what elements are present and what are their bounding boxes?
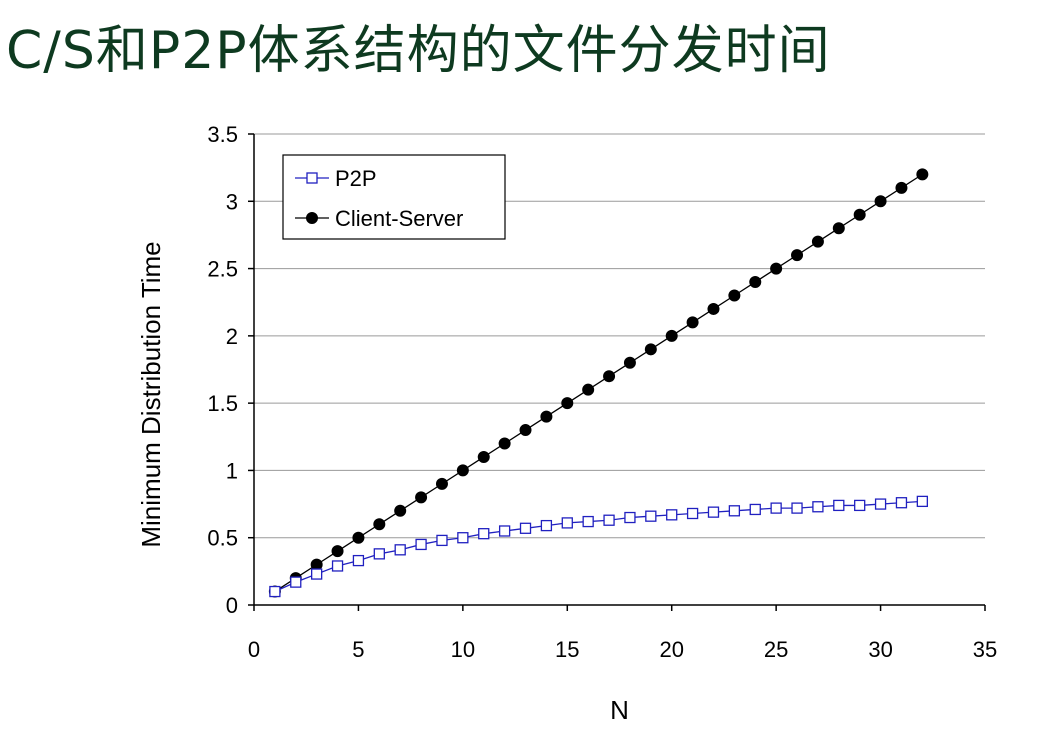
y-tick-label: 3.5 (207, 122, 238, 147)
data-point (812, 501, 824, 513)
data-point (770, 262, 783, 275)
data-point (561, 397, 574, 410)
data-point (833, 499, 845, 512)
data-point (561, 517, 573, 529)
data-point (498, 525, 511, 537)
x-tick-label: 25 (764, 637, 788, 662)
legend-label: P2P (335, 166, 377, 191)
data-point (478, 528, 490, 540)
data-point (686, 316, 699, 329)
x-tick-label: 35 (973, 637, 997, 662)
data-point (394, 504, 407, 517)
data-point (457, 532, 469, 544)
data-point (665, 329, 678, 342)
data-point (415, 538, 427, 551)
data-point (519, 424, 532, 437)
data-point (394, 544, 406, 556)
data-point (435, 477, 448, 490)
data-point (644, 343, 657, 356)
data-point (791, 249, 804, 262)
legend-label: Client-Server (335, 206, 463, 231)
data-point (603, 370, 616, 383)
x-tick-label: 15 (555, 637, 579, 662)
data-point (895, 181, 908, 194)
data-point (623, 356, 636, 369)
data-point (582, 383, 595, 396)
data-point (686, 507, 699, 520)
data-point (306, 172, 318, 184)
y-tick-label: 1 (226, 458, 238, 483)
data-point (791, 502, 803, 514)
x-tick-label: 5 (352, 637, 364, 662)
data-point (373, 518, 386, 531)
data-point (456, 464, 469, 477)
data-point (582, 515, 594, 528)
data-point (290, 576, 302, 588)
data-point (352, 531, 365, 544)
data-point (603, 514, 615, 526)
data-point (854, 499, 866, 512)
data-point (373, 548, 385, 560)
series-client-server (268, 168, 929, 598)
legend-box (282, 154, 506, 240)
data-point (540, 519, 553, 532)
x-tick-label: 0 (248, 637, 260, 662)
data-point (436, 534, 448, 547)
data-point (749, 503, 761, 516)
y-tick-label: 0.5 (207, 526, 238, 551)
y-tick-label: 2.5 (207, 257, 238, 282)
data-point (728, 289, 741, 302)
x-tick-label: 10 (451, 637, 475, 662)
data-point (874, 195, 887, 208)
data-point (477, 450, 490, 463)
series-p2p (269, 495, 928, 598)
x-tick-label: 30 (868, 637, 892, 662)
data-point (498, 437, 511, 450)
data-point (916, 495, 928, 508)
x-tick-label: 20 (659, 637, 683, 662)
data-point (811, 235, 824, 248)
data-point (895, 497, 908, 509)
data-point (331, 545, 344, 558)
data-point (707, 506, 720, 518)
data-point (269, 585, 281, 598)
data-point (645, 510, 657, 522)
x-axis-title: N (610, 695, 629, 725)
series-line (274, 500, 923, 593)
data-point (352, 554, 365, 567)
data-point (874, 498, 887, 510)
data-point (624, 511, 636, 524)
data-point (415, 491, 428, 504)
y-tick-label: 3 (226, 189, 238, 214)
data-point (306, 212, 318, 224)
data-point (311, 568, 323, 580)
data-point (540, 410, 553, 423)
data-point (770, 502, 782, 514)
data-point (749, 276, 762, 289)
data-point (853, 208, 866, 221)
page-title: C/S和P2P体系结构的文件分发时间 (6, 21, 831, 81)
y-tick-label: 0 (226, 593, 238, 618)
y-tick-label: 1.5 (207, 391, 238, 416)
data-point (707, 302, 720, 315)
data-point (331, 560, 344, 572)
data-point (832, 222, 845, 235)
data-point (916, 168, 929, 181)
y-tick-label: 2 (226, 324, 238, 349)
data-point (728, 505, 741, 517)
data-point (666, 509, 678, 521)
data-point (519, 522, 532, 534)
y-axis-title: Minimum Distribution Time (136, 241, 166, 547)
